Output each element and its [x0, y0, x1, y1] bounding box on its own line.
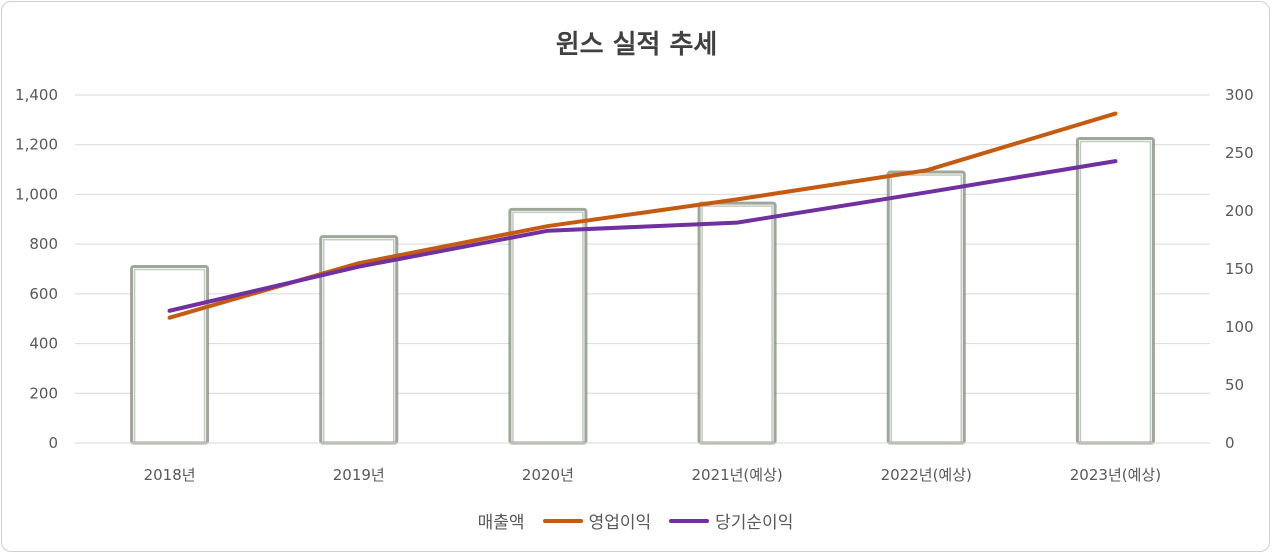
legend-label-revenue: 매출액 — [477, 513, 525, 533]
bar-revenue — [886, 170, 966, 445]
legend-swatch-net-income — [669, 518, 710, 523]
y-left-tick-label: 400 — [29, 335, 58, 353]
y-left-tick-label: 800 — [29, 235, 58, 253]
x-tick-label: 2023년(예상) — [1070, 466, 1161, 484]
bar-revenue — [508, 207, 588, 445]
chart-legend: 매출액 영업이익 당기순이익 — [0, 508, 1273, 533]
line-operating-profit — [167, 111, 1118, 320]
y-left-tick-label: 0 — [48, 434, 58, 452]
chart-title: 윈스 실적 추세 — [555, 30, 718, 60]
y-right-tick-label: 50 — [1225, 376, 1244, 394]
y-right-tick-label: 200 — [1225, 202, 1254, 220]
bar-revenue — [130, 265, 210, 445]
y-right-tick-label: 0 — [1225, 434, 1235, 452]
y-left-tick-label: 1,000 — [15, 185, 58, 203]
legend-item-net-income: 당기순이익 — [669, 508, 793, 533]
y-right-tick-label: 150 — [1225, 260, 1254, 278]
legend-item-operating-profit: 영업이익 — [542, 508, 652, 533]
y-right-tick-label: 300 — [1225, 86, 1254, 104]
bar-revenue — [697, 201, 777, 445]
legend-item-revenue: 매출액 — [472, 508, 525, 533]
line-net-income — [167, 159, 1118, 313]
y-right-tick-label: 100 — [1225, 318, 1254, 336]
x-tick-label: 2022년(예상) — [881, 466, 972, 484]
y-left-tick-label: 1,400 — [15, 86, 58, 104]
x-tick-label: 2018년 — [144, 466, 196, 484]
legend-label-net-income: 당기순이익 — [715, 513, 794, 533]
y-left-tick-label: 600 — [29, 285, 58, 303]
x-tick-label: 2021년(예상) — [691, 466, 782, 484]
y-left-tick-label: 1,200 — [15, 136, 58, 154]
y-left-tick-label: 200 — [29, 384, 58, 402]
x-tick-label: 2019년 — [333, 466, 385, 484]
bar-revenue — [1075, 137, 1155, 445]
legend-label-operating-profit: 영업이익 — [588, 513, 652, 533]
y-right-tick-label: 250 — [1225, 144, 1254, 162]
x-tick-label: 2020년 — [522, 466, 574, 484]
legend-swatch-operating-profit — [542, 518, 583, 523]
